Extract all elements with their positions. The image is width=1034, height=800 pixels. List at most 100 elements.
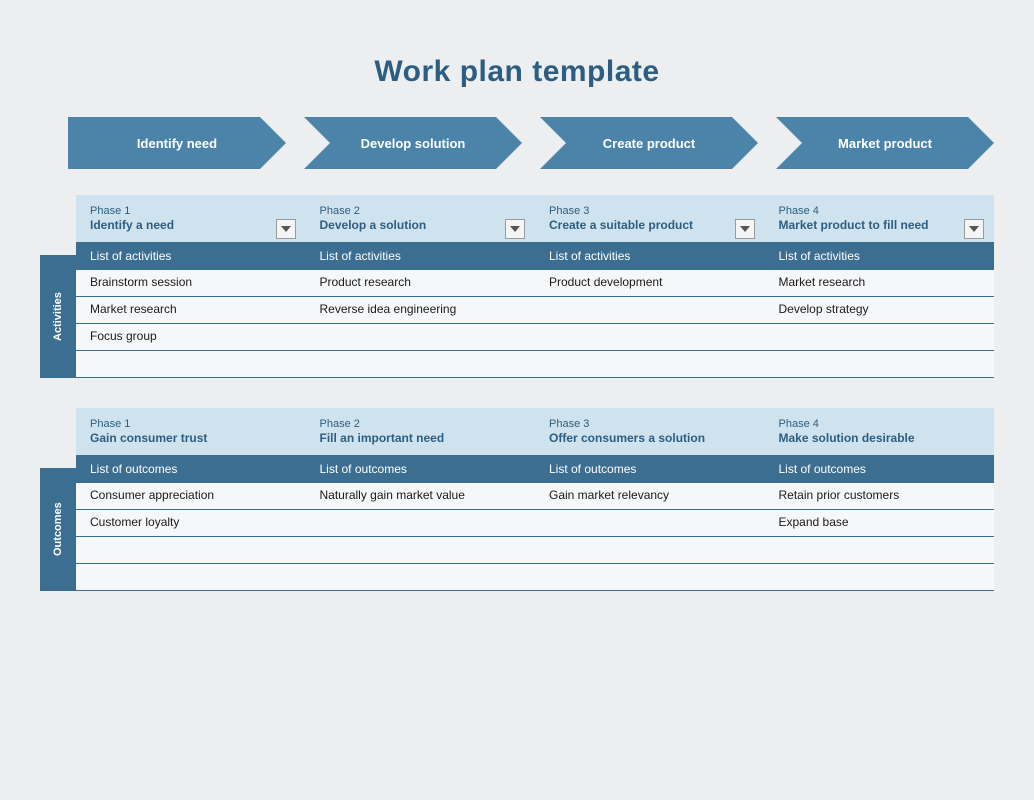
outcomes-rows: Consumer appreciation Naturally gain mar… <box>76 483 994 591</box>
table-cell[interactable] <box>535 537 765 563</box>
table-cell[interactable]: Develop strategy <box>765 297 995 323</box>
phase-number: Phase 1 <box>90 418 292 430</box>
phase-title: Make solution desirable <box>779 431 981 445</box>
outcomes-section: Outcomes Phase 1 Gain consumer trust Pha… <box>40 408 994 591</box>
list-header-cell: List of outcomes <box>765 455 995 483</box>
process-arrow: Market product <box>776 117 994 169</box>
table-cell[interactable]: Product development <box>535 270 765 296</box>
table-cell[interactable] <box>76 537 306 563</box>
table-cell[interactable] <box>535 324 765 350</box>
phase-title: Identify a need <box>90 218 292 232</box>
chevron-down-icon <box>281 226 291 232</box>
table-cell[interactable]: Brainstorm session <box>76 270 306 296</box>
phase-title: Offer consumers a solution <box>549 431 751 445</box>
process-arrow-label: Develop solution <box>361 136 466 151</box>
table-row: Consumer appreciation Naturally gain mar… <box>76 483 994 510</box>
process-arrow-label: Market product <box>838 136 932 151</box>
process-arrows: Identify need Develop solution Create pr… <box>68 117 994 169</box>
phase-number: Phase 4 <box>779 205 981 217</box>
table-row <box>76 351 994 378</box>
phase-title: Fill an important need <box>320 431 522 445</box>
table-row: Customer loyalty Expand base <box>76 510 994 537</box>
table-cell[interactable]: Product research <box>306 270 536 296</box>
activities-list-header: List of activities List of activities Li… <box>76 242 994 270</box>
table-cell[interactable] <box>76 351 306 377</box>
phase-header-cell: Phase 4 Make solution desirable <box>765 418 995 445</box>
phase-number: Phase 3 <box>549 418 751 430</box>
phase-title: Develop a solution <box>320 218 522 232</box>
table-cell[interactable] <box>765 537 995 563</box>
chevron-down-icon <box>510 226 520 232</box>
list-header-cell: List of outcomes <box>306 455 536 483</box>
table-cell[interactable] <box>765 564 995 590</box>
list-header-cell: List of activities <box>76 242 306 270</box>
process-arrow-label: Create product <box>603 136 695 151</box>
activities-side-label: Activities <box>40 255 76 378</box>
activities-rows: Brainstorm session Product research Prod… <box>76 270 994 378</box>
phase-filter-dropdown[interactable] <box>964 219 984 239</box>
list-header-cell: List of outcomes <box>535 455 765 483</box>
table-cell[interactable] <box>535 351 765 377</box>
phase-header-cell: Phase 2 Fill an important need <box>306 418 536 445</box>
list-header-cell: List of activities <box>535 242 765 270</box>
phase-number: Phase 3 <box>549 205 751 217</box>
table-cell[interactable] <box>535 564 765 590</box>
activities-phase-header: Phase 1 Identify a need Phase 2 Develop … <box>76 195 994 242</box>
table-cell[interactable]: Market research <box>76 297 306 323</box>
table-cell[interactable]: Market research <box>765 270 995 296</box>
table-cell[interactable] <box>306 564 536 590</box>
table-cell[interactable]: Naturally gain market value <box>306 483 536 509</box>
table-cell[interactable]: Focus group <box>76 324 306 350</box>
table-cell[interactable] <box>306 510 536 536</box>
phase-header-cell: Phase 4 Market product to fill need <box>765 205 995 232</box>
phase-header-cell: Phase 2 Develop a solution <box>306 205 536 232</box>
table-cell[interactable] <box>306 324 536 350</box>
table-cell[interactable] <box>306 351 536 377</box>
table-cell[interactable] <box>76 564 306 590</box>
table-cell[interactable]: Expand base <box>765 510 995 536</box>
table-cell[interactable] <box>306 537 536 563</box>
table-row: Focus group <box>76 324 994 351</box>
page-title: Work plan template <box>40 55 994 89</box>
table-cell[interactable] <box>535 297 765 323</box>
phase-filter-dropdown[interactable] <box>735 219 755 239</box>
phase-header-cell: Phase 3 Create a suitable product <box>535 205 765 232</box>
phase-header-cell: Phase 3 Offer consumers a solution <box>535 418 765 445</box>
phase-number: Phase 4 <box>779 418 981 430</box>
table-cell[interactable] <box>535 510 765 536</box>
table-cell[interactable]: Consumer appreciation <box>76 483 306 509</box>
outcomes-list-header: List of outcomes List of outcomes List o… <box>76 455 994 483</box>
phase-title: Market product to fill need <box>779 218 981 232</box>
table-cell[interactable]: Customer loyalty <box>76 510 306 536</box>
phase-title: Gain consumer trust <box>90 431 292 445</box>
phase-filter-dropdown[interactable] <box>505 219 525 239</box>
outcomes-phase-header: Phase 1 Gain consumer trust Phase 2 Fill… <box>76 408 994 455</box>
chevron-down-icon <box>740 226 750 232</box>
table-cell[interactable]: Retain prior customers <box>765 483 995 509</box>
phase-number: Phase 1 <box>90 205 292 217</box>
phase-header-cell: Phase 1 Gain consumer trust <box>76 418 306 445</box>
table-cell[interactable]: Gain market relevancy <box>535 483 765 509</box>
table-row: Market research Reverse idea engineering… <box>76 297 994 324</box>
process-arrow-label: Identify need <box>137 136 217 151</box>
process-arrow: Identify need <box>68 117 286 169</box>
phase-number: Phase 2 <box>320 205 522 217</box>
table-cell[interactable] <box>765 324 995 350</box>
activities-section: Activities Phase 1 Identify a need Phase… <box>40 195 994 378</box>
table-cell[interactable]: Reverse idea engineering <box>306 297 536 323</box>
list-header-cell: List of activities <box>306 242 536 270</box>
phase-title: Create a suitable product <box>549 218 751 232</box>
phase-number: Phase 2 <box>320 418 522 430</box>
list-header-cell: List of activities <box>765 242 995 270</box>
process-arrow: Develop solution <box>304 117 522 169</box>
table-cell[interactable] <box>765 351 995 377</box>
phase-filter-dropdown[interactable] <box>276 219 296 239</box>
outcomes-side-label: Outcomes <box>40 468 76 591</box>
table-row <box>76 537 994 564</box>
process-arrow: Create product <box>540 117 758 169</box>
chevron-down-icon <box>969 226 979 232</box>
list-header-cell: List of outcomes <box>76 455 306 483</box>
table-row <box>76 564 994 591</box>
phase-header-cell: Phase 1 Identify a need <box>76 205 306 232</box>
table-row: Brainstorm session Product research Prod… <box>76 270 994 297</box>
